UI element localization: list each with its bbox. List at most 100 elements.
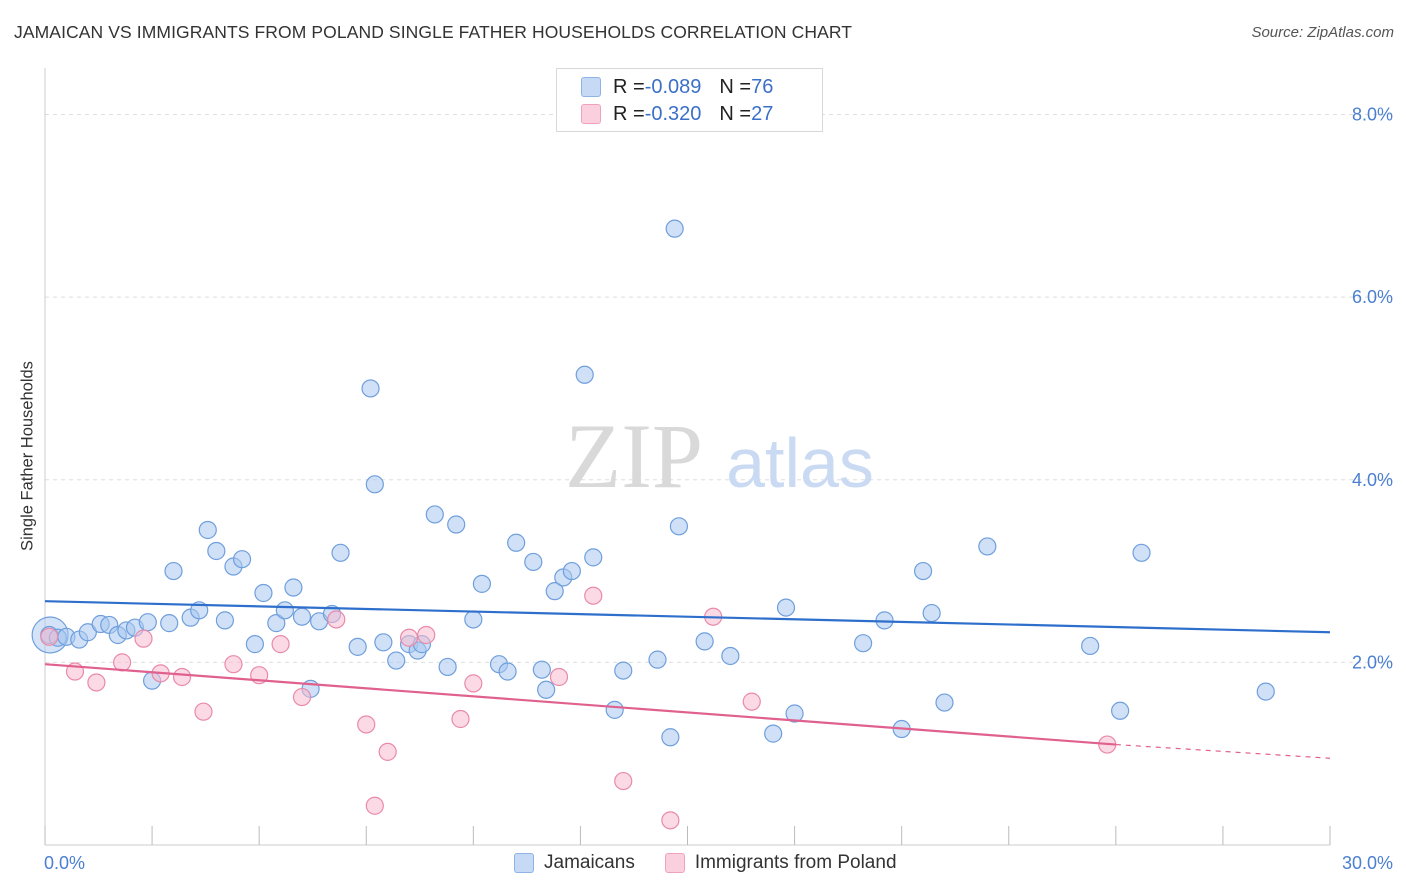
- series-jamaicans-points: [31, 219, 1275, 747]
- legend-row-poland: R = -0.320 N = 27: [581, 102, 773, 126]
- poland-point: [378, 742, 397, 761]
- tick-labels: 2.0% 4.0% 6.0% 8.0% 0.0% 30.0%: [44, 105, 1393, 873]
- poland-point: [549, 667, 569, 687]
- jamaicans-point: [138, 613, 157, 632]
- poland-point: [87, 673, 106, 692]
- jamaicans-trend-line: [44, 600, 1331, 634]
- jamaicans-point: [721, 646, 740, 666]
- jamaicans-point: [605, 700, 624, 719]
- watermark-atlas: atlas: [726, 424, 874, 502]
- jamaicans-point: [648, 650, 667, 669]
- trend-lines: [44, 600, 1331, 759]
- x-tick-label: 0.0%: [44, 853, 85, 873]
- legend-swatch-jamaicans: [581, 77, 601, 97]
- y-tick-label: 8.0%: [1352, 105, 1393, 125]
- jamaicans-point: [669, 517, 689, 536]
- jamaicans-point: [524, 552, 543, 572]
- legend-swatch-poland: [664, 853, 685, 873]
- jamaicans-point: [854, 634, 873, 653]
- jamaicans-point: [425, 505, 444, 524]
- poland-point: [614, 771, 633, 791]
- correlation-legend: R = -0.089 N = 76 R = -0.320 N = 27: [556, 68, 823, 132]
- jamaicans-point: [267, 614, 286, 633]
- jamaicans-point: [1111, 701, 1130, 720]
- jamaicans-point: [764, 724, 783, 743]
- poland-point: [327, 610, 346, 629]
- y-tick-label: 2.0%: [1352, 652, 1393, 672]
- jamaicans-point: [348, 637, 367, 656]
- jamaicans-point: [661, 728, 680, 747]
- legend-n-value: 76: [751, 75, 774, 98]
- jamaicans-point: [913, 561, 933, 581]
- legend-label-poland: Immigrants from Poland: [694, 852, 897, 873]
- jamaicans-point: [245, 635, 264, 654]
- jamaicans-point: [978, 537, 997, 556]
- grid-lines: [45, 114, 1392, 663]
- poland-point: [584, 586, 603, 605]
- jamaicans-point: [1256, 682, 1275, 701]
- legend-swatch-jamaicans: [514, 853, 534, 873]
- jamaicans-point: [284, 578, 303, 597]
- jamaicans-point: [164, 561, 183, 581]
- jamaicans-point: [922, 603, 941, 623]
- legend-r-value: -0.320: [644, 102, 702, 125]
- jamaicans-point: [537, 680, 556, 699]
- watermark-zip: ZIP: [565, 405, 703, 507]
- poland-point: [451, 709, 470, 729]
- legend-swatch-poland: [581, 104, 601, 124]
- jamaicans-point: [331, 543, 350, 562]
- poland-point: [224, 655, 243, 674]
- poland-point: [399, 628, 419, 647]
- jamaicans-point: [464, 610, 483, 629]
- jamaicans-point: [776, 598, 796, 617]
- poland-point: [271, 635, 290, 654]
- jamaicans-point: [532, 660, 551, 679]
- legend-n-value: 27: [751, 102, 774, 125]
- legend-label-jamaicans: Jamaicans: [544, 852, 635, 873]
- jamaicans-point: [447, 515, 466, 534]
- poland-point: [357, 715, 376, 734]
- watermark: ZIP atlas: [565, 405, 874, 507]
- jamaicans-point: [160, 614, 179, 633]
- poland-point: [134, 629, 153, 648]
- jamaicans-point: [665, 219, 684, 238]
- poland-point: [464, 674, 483, 693]
- legend-r-value: -0.089: [644, 75, 702, 98]
- legend-row-jamaicans: R = -0.089 N = 76: [581, 75, 773, 99]
- legend-item-poland[interactable]: Immigrants from Poland: [664, 852, 897, 874]
- jamaicans-point: [507, 533, 526, 552]
- axes: [44, 68, 1331, 846]
- jamaicans-point: [472, 574, 491, 593]
- jamaicans-point: [562, 561, 581, 581]
- series-poland-points: [40, 586, 1117, 830]
- legend-item-jamaicans[interactable]: Jamaicans: [514, 852, 635, 874]
- legend-n-label: N =: [719, 75, 752, 98]
- poland-trend-line-extension: [1115, 743, 1331, 759]
- legend-r-label: R =: [613, 75, 645, 98]
- poland-point: [365, 796, 384, 815]
- jamaicans-point: [387, 651, 406, 670]
- jamaicans-point: [254, 583, 273, 603]
- poland-point: [292, 687, 312, 707]
- jamaicans-point: [374, 633, 393, 652]
- chart-source: Source: ZipAtlas.com: [1251, 24, 1394, 41]
- poland-point: [112, 653, 132, 672]
- poland-point: [40, 627, 59, 646]
- jamaicans-point: [614, 661, 633, 680]
- poland-point: [661, 811, 680, 830]
- jamaicans-point: [292, 607, 312, 626]
- series-legend: Jamaicans Immigrants from Poland: [514, 852, 927, 874]
- jamaicans-point: [1132, 543, 1151, 562]
- poland-point: [194, 702, 213, 721]
- jamaicans-point: [785, 704, 804, 723]
- jamaicans-point: [545, 582, 564, 601]
- jamaicans-point: [361, 379, 380, 398]
- poland-point: [417, 625, 436, 645]
- jamaicans-point: [575, 365, 594, 384]
- x-tick-label: 30.0%: [1342, 853, 1393, 873]
- jamaicans-point: [935, 693, 954, 712]
- poland-point: [172, 667, 192, 687]
- y-tick-label: 4.0%: [1352, 470, 1393, 490]
- jamaicans-point: [498, 662, 517, 681]
